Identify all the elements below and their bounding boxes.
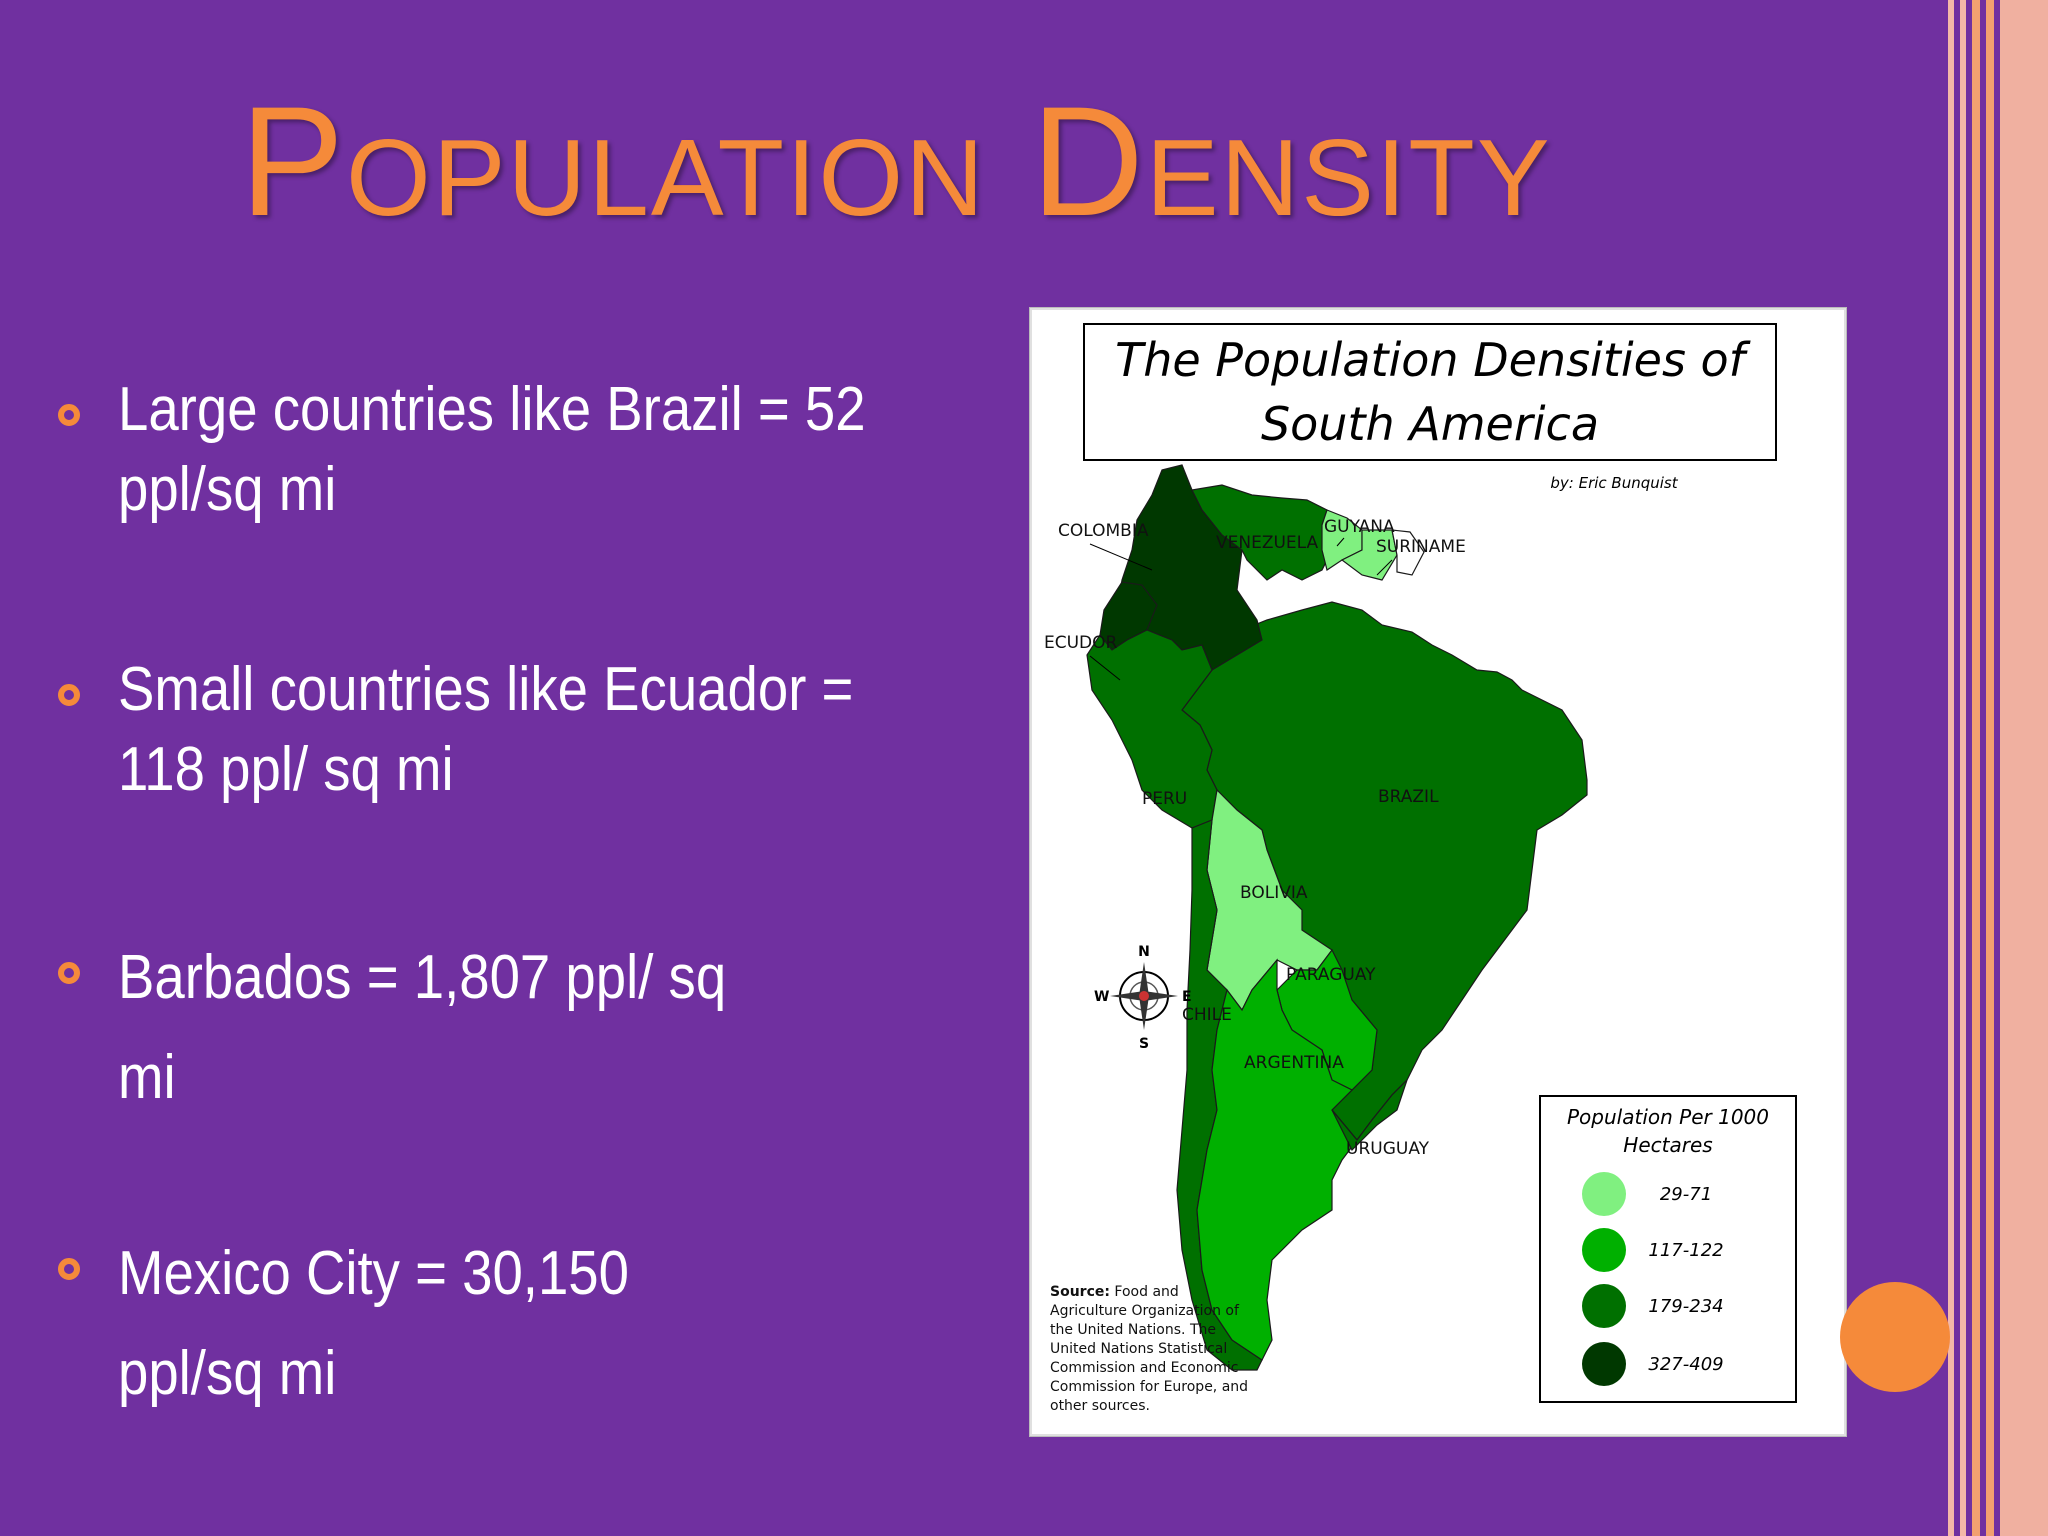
country-argentina <box>1196 958 1358 1361</box>
svg-text:other sources.: other sources. <box>1050 1398 1150 1414</box>
svg-text:Commission for Europe, and: Commission for Europe, and <box>1050 1379 1248 1395</box>
leader-line <box>1376 559 1393 576</box>
country-uruguay <box>1331 1079 1408 1152</box>
label-paraguay: PARAGUAY <box>1286 965 1376 985</box>
map-image: The Population Densities of South Americ… <box>1030 308 1846 1436</box>
label-colombia: COLOMBIA <box>1058 521 1149 541</box>
map-source: Source: Food and Agriculture Organizatio… <box>1050 1284 1248 1414</box>
legend-label: 327-409 <box>1648 1354 1723 1375</box>
compass-rose-icon: N S E W <box>1094 944 1192 1052</box>
label-ecuador: ECUDOR <box>1044 633 1118 653</box>
decorative-stripes <box>1948 0 2048 1536</box>
decorative-circle <box>1840 1282 1950 1392</box>
svg-text:S: S <box>1139 1036 1149 1052</box>
stripe <box>2000 0 2048 1536</box>
bullet-text: Mexico City = 30,150 ppl/sq mi <box>118 1239 630 1408</box>
slide-title: Population Density <box>240 75 1552 249</box>
label-peru: PERU <box>1142 789 1187 809</box>
svg-text:N: N <box>1138 944 1150 960</box>
svg-text:Commission and Economic: Commission and Economic <box>1050 1360 1238 1376</box>
svg-text:the United Nations. The: the United Nations. The <box>1050 1322 1216 1338</box>
legend-swatch <box>1582 1172 1626 1216</box>
label-bolivia: BOLIVIA <box>1240 883 1308 903</box>
label-argentina: ARGENTINA <box>1244 1053 1344 1073</box>
legend-swatch <box>1582 1228 1626 1272</box>
country-french-guiana <box>1391 529 1425 576</box>
map-title-box <box>1083 323 1777 461</box>
svg-text:Agriculture Organization of: Agriculture Organization of <box>1050 1303 1240 1319</box>
map-title: South America <box>1261 397 1599 451</box>
label-guyana: GUYANA <box>1324 517 1395 537</box>
stripe <box>1960 0 1966 1536</box>
stripe <box>1986 0 1994 1536</box>
legend-label: 29-71 <box>1660 1184 1712 1205</box>
stripe <box>1972 0 1980 1536</box>
legend-label: 117-122 <box>1648 1240 1723 1261</box>
bullet-text: Large countries like Brazil = 52 ppl/sq … <box>118 375 866 524</box>
leader-line <box>1089 655 1121 681</box>
map-byline: by: Eric Bunquist <box>1550 474 1678 492</box>
legend-title: Population Per 1000 <box>1567 1105 1769 1129</box>
label-chile: CHILE <box>1182 1005 1232 1025</box>
label-venezuela: VENEZUELA <box>1216 533 1319 553</box>
svg-text:Source: Food and: Source: Food and <box>1050 1284 1179 1300</box>
bullet-marker-icon <box>58 962 80 984</box>
bullet-text: Small countries like Ecuador = 118 ppl/ … <box>118 655 854 804</box>
legend-title: Hectares <box>1623 1133 1712 1157</box>
label-suriname: SURINAME <box>1376 537 1466 557</box>
legend-swatch <box>1582 1284 1626 1328</box>
label-brazil: BRAZIL <box>1378 787 1439 807</box>
map-legend: Population Per 1000 Hectares 29-71 117-1… <box>1539 1095 1797 1403</box>
country-venezuela <box>1191 484 1333 581</box>
leader-line <box>1336 537 1345 547</box>
legend-label: 179-234 <box>1648 1296 1723 1317</box>
bullet-marker-icon <box>58 1258 80 1280</box>
country-labels: COLOMBIA VENEZUELA GUYANA SURINAME ECUDO… <box>1044 517 1466 1159</box>
leader-line <box>1089 543 1153 571</box>
label-uruguay: URUGUAY <box>1346 1139 1430 1159</box>
stripe <box>1948 0 1954 1536</box>
countries <box>1086 464 1588 1371</box>
map-title: The Population Densities of <box>1115 333 1751 387</box>
svg-text:E: E <box>1182 989 1192 1005</box>
south-america-map: The Population Densities of South Americ… <box>1044 323 1797 1414</box>
svg-text:W: W <box>1094 989 1109 1005</box>
bullet-text: Barbados = 1,807 ppl/ sq mi <box>118 943 727 1112</box>
bullet-marker-icon <box>58 404 80 426</box>
bullet-marker-icon <box>58 684 80 706</box>
svg-text:United Nations Statistical: United Nations Statistical <box>1050 1341 1227 1357</box>
legend-swatch <box>1582 1342 1626 1386</box>
